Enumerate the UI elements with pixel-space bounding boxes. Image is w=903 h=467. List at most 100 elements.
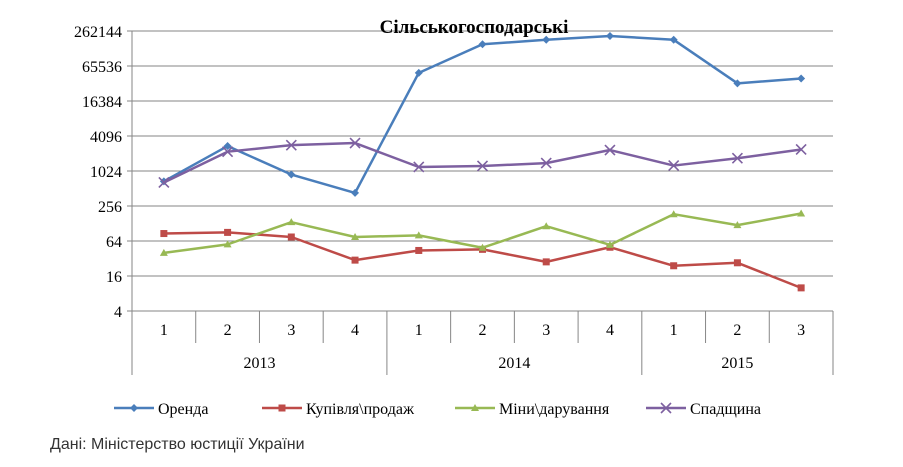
series-lines [158, 32, 807, 292]
data-point [130, 404, 138, 412]
data-point [795, 143, 807, 156]
y-tick-label: 16384 [82, 94, 122, 111]
x-tick-label: 4 [606, 322, 614, 339]
data-point [413, 161, 425, 173]
data-point [285, 139, 297, 151]
series-diamond [159, 32, 806, 197]
legend-item: Оренда [114, 401, 208, 418]
y-tick-label: 4 [114, 304, 122, 321]
data-point-stroke [540, 157, 552, 169]
data-point [733, 79, 742, 88]
data-point [797, 284, 805, 292]
data-point [542, 258, 550, 266]
x-tick-label: 1 [670, 322, 678, 339]
y-tick-label: 256 [98, 199, 122, 216]
data-point [287, 218, 296, 226]
data-point [797, 74, 806, 83]
data-point [478, 40, 487, 49]
group-label: 2015 [721, 355, 753, 372]
legend-item: Спадщина [646, 401, 761, 418]
data-point [223, 240, 232, 248]
data-point [540, 157, 552, 169]
legend: Оренда Купівля\продаж Міни\дарування Спадщи… [114, 401, 761, 418]
series-line [163, 141, 802, 184]
data-point [605, 240, 614, 248]
legend-label: Оренда [158, 401, 208, 418]
grid-lines [132, 30, 833, 312]
data-point [605, 32, 614, 41]
data-point [660, 402, 672, 414]
data-point-stroke [222, 146, 234, 158]
x-tick-label: 2 [479, 322, 487, 339]
data-point [222, 146, 234, 158]
data-point [670, 262, 678, 270]
data-point [542, 222, 551, 230]
data-point [542, 35, 551, 44]
data-point [278, 404, 286, 412]
data-point [351, 188, 360, 197]
data-point-stroke [158, 176, 170, 189]
group-label: 2014 [498, 355, 530, 372]
data-point [414, 68, 423, 77]
data-point [797, 209, 806, 217]
data-point [224, 228, 232, 236]
data-point-stroke [476, 160, 489, 172]
data-point [669, 35, 678, 44]
legend-label: Спадщина [690, 401, 761, 418]
x-tick-label: 1 [415, 322, 423, 339]
source-note: Дані: Міністерство юстиції України [50, 436, 305, 453]
data-point-stroke [413, 161, 425, 173]
x-tick-label: 3 [542, 322, 550, 339]
data-point [731, 152, 743, 164]
chart-title: Сільськогосподарські [380, 17, 569, 38]
data-point [414, 231, 423, 239]
data-point [476, 160, 489, 172]
data-point [223, 142, 232, 151]
legend-label: Міни\дарування [499, 401, 610, 418]
data-point [351, 256, 359, 264]
y-tick-label: 65536 [82, 59, 122, 76]
y-axis: 4 16 64 256 1024 4096 16384 65536 262144 [74, 24, 133, 375]
data-point-stroke [795, 143, 807, 156]
x-tick-label: 2 [733, 322, 741, 339]
data-point [158, 176, 170, 189]
data-point [669, 210, 678, 218]
data-point [604, 144, 616, 156]
data-point-stroke [660, 402, 672, 414]
data-point [287, 233, 295, 241]
y-tick-label: 16 [106, 269, 122, 286]
y-tick-label: 4096 [90, 129, 122, 146]
x-tick-label: 1 [160, 322, 168, 339]
data-point [668, 159, 680, 172]
legend-item: Купівля\продаж [262, 401, 415, 418]
y-tick-label: 262144 [74, 24, 122, 41]
data-point-stroke [285, 139, 297, 151]
data-point [349, 137, 361, 149]
data-point [478, 243, 487, 251]
series-x [158, 137, 807, 189]
data-point [160, 230, 168, 238]
data-point [471, 404, 479, 411]
x-tick-label: 4 [351, 322, 359, 339]
data-point [733, 259, 741, 267]
x-tick-label: 3 [797, 322, 805, 339]
y-tick-label: 64 [106, 234, 122, 251]
data-point-stroke [604, 144, 616, 156]
x-axis: 1 2 3 4 1 2 3 4 1 2 3 2013 2014 2015 [160, 311, 834, 375]
data-point [733, 221, 742, 229]
x-tick-label: 3 [287, 322, 295, 339]
data-point-stroke [349, 137, 361, 149]
series-line [163, 34, 802, 195]
series-triangle [159, 209, 806, 256]
series-square [160, 228, 805, 292]
data-point [351, 232, 360, 240]
line-chart: 4 16 64 256 1024 4096 16384 65536 262144 1 2 3 4 1 2 3… [74, 17, 834, 418]
x-tick-label: 2 [224, 322, 232, 339]
group-label: 2013 [243, 355, 275, 372]
legend-item: Міни\дарування [455, 401, 610, 418]
data-point [415, 246, 423, 254]
data-point-stroke [668, 159, 680, 172]
data-point [287, 170, 296, 179]
y-tick-label: 1024 [90, 164, 122, 181]
legend-label: Купівля\продаж [306, 401, 415, 418]
